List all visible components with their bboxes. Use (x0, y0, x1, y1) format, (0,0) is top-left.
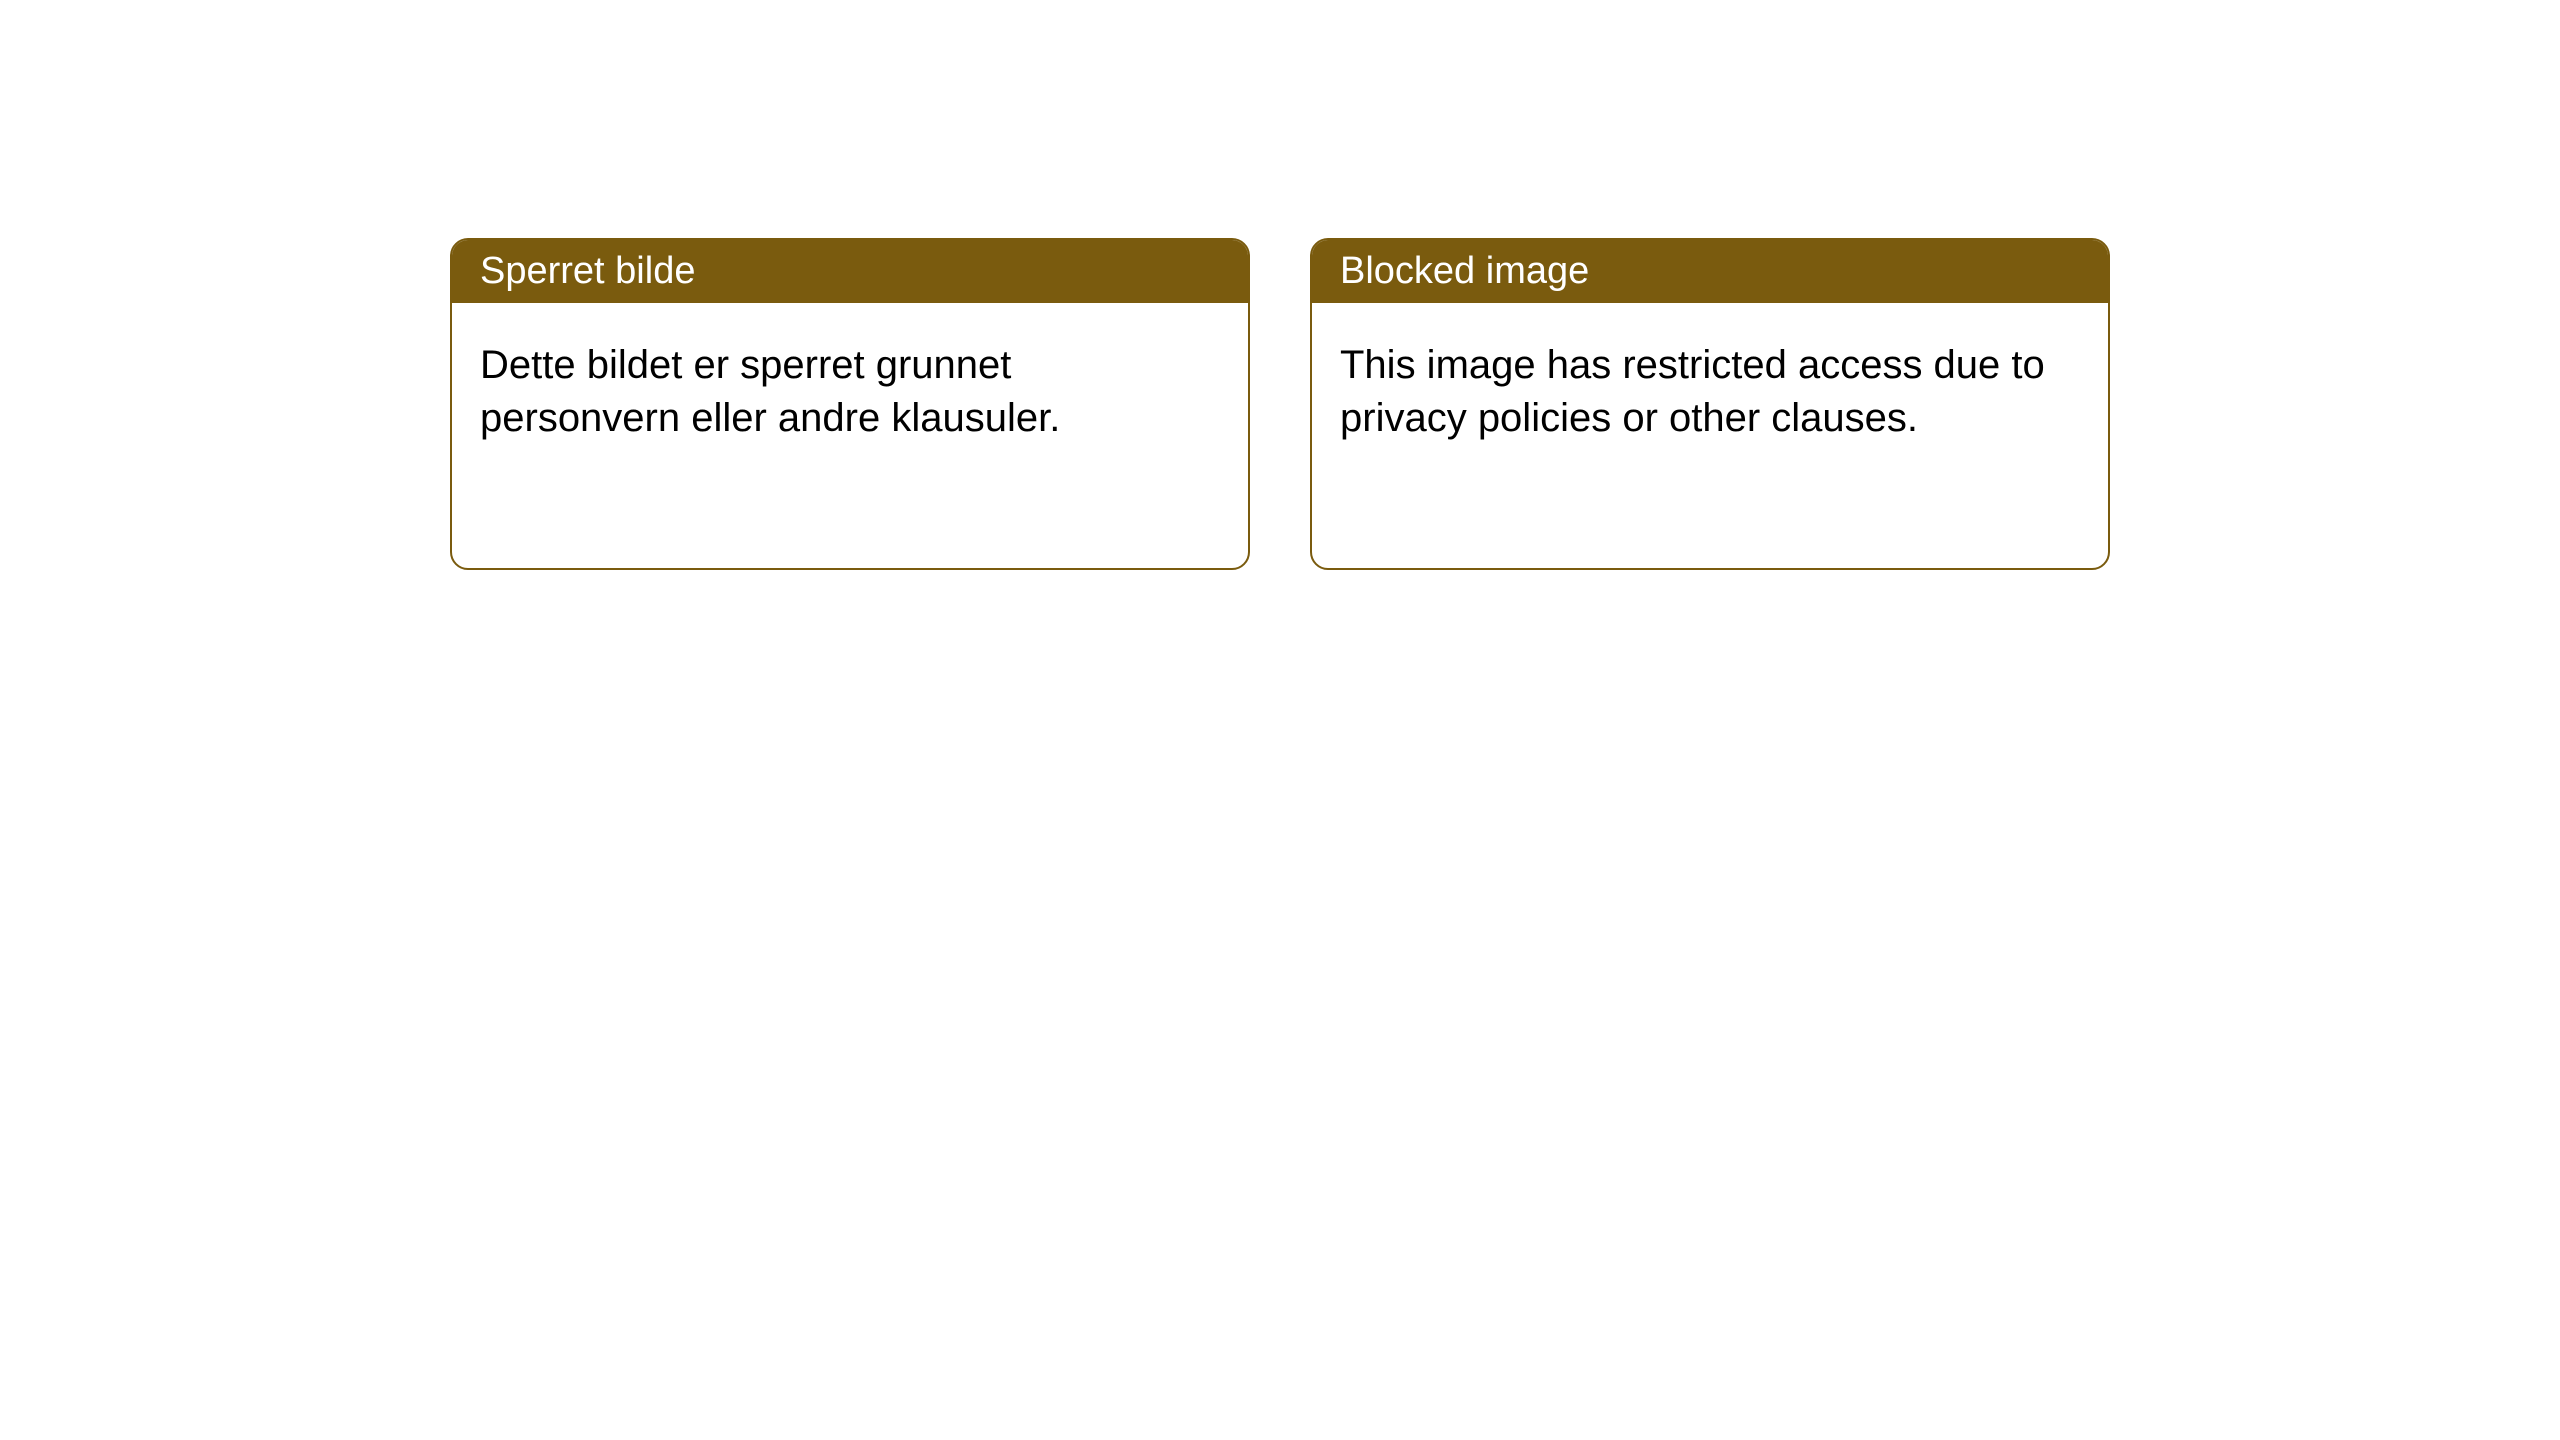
card-body-en: This image has restricted access due to … (1312, 303, 2108, 481)
card-message-no: Dette bildet er sperret grunnet personve… (480, 343, 1060, 440)
card-title-en: Blocked image (1340, 250, 1589, 292)
card-header-no: Sperret bilde (452, 240, 1248, 303)
card-header-en: Blocked image (1312, 240, 2108, 303)
card-body-no: Dette bildet er sperret grunnet personve… (452, 303, 1248, 481)
blocked-image-card-en: Blocked image This image has restricted … (1310, 238, 2110, 570)
blocked-image-card-no: Sperret bilde Dette bildet er sperret gr… (450, 238, 1250, 570)
blocked-image-notice-container: Sperret bilde Dette bildet er sperret gr… (450, 238, 2110, 570)
card-message-en: This image has restricted access due to … (1340, 343, 2045, 440)
card-title-no: Sperret bilde (480, 250, 695, 292)
